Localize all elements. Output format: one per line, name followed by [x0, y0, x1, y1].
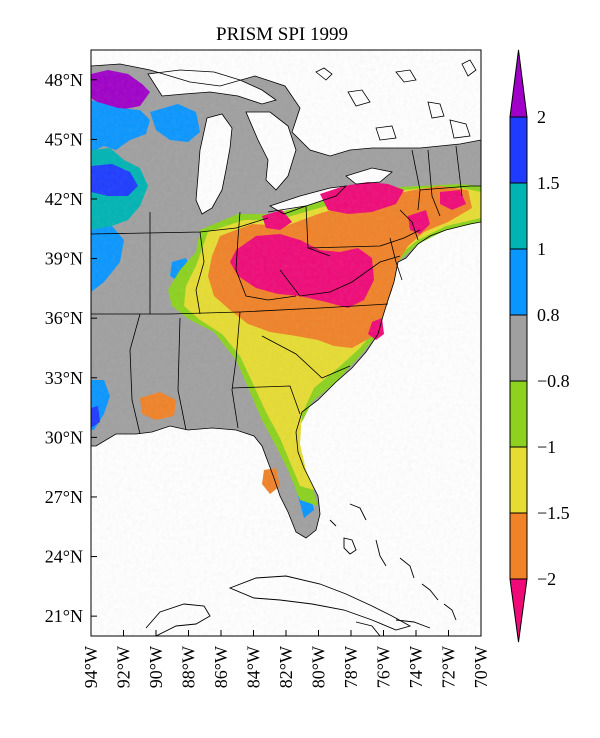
lon-tick-label: 74°W: [406, 646, 426, 688]
lon-tick-label: 88°W: [179, 646, 199, 688]
colorbar-segment: [509, 182, 528, 250]
lat-tick-label: 21°N: [45, 606, 83, 626]
colorbar-label: 1.5: [537, 173, 560, 193]
lat-tick-label: 48°N: [45, 70, 83, 90]
lat-tick-label: 33°N: [45, 368, 83, 388]
colorbar-label: −1: [537, 437, 556, 457]
caribbean-outlines: [145, 503, 457, 636]
colorbar-label: −2: [537, 569, 556, 589]
map-title: PRISM SPI 1999: [216, 24, 348, 45]
latitude-axis: 48°N 45°N 42°N 39°N 36°N 33°N 30°N 27°N 24°N 21°N: [45, 70, 97, 626]
colorbar-overflow-low: [509, 578, 528, 643]
lon-tick-label: 82°W: [276, 646, 296, 688]
lon-tick-label: 70°W: [471, 646, 491, 688]
colorbar-label: −1.5: [537, 503, 570, 523]
lat-tick-label: 24°N: [45, 547, 83, 567]
lat-tick-label: 30°N: [45, 427, 83, 447]
longitude-axis: 94°W 92°W 90°W 88°W 86°W 84°W 82°W 80°W 78°W 76°W…: [81, 630, 491, 688]
colorbar-label: −0.8: [537, 371, 570, 391]
lon-tick-label: 76°W: [374, 646, 394, 688]
lon-tick-label: 80°W: [309, 646, 329, 688]
colorbar-segment: [509, 248, 528, 316]
lat-tick-label: 45°N: [45, 129, 83, 149]
lon-tick-label: 78°W: [341, 646, 361, 688]
lon-tick-label: 72°W: [439, 646, 459, 688]
colorbar-segment: [509, 314, 528, 382]
lat-tick-label: 36°N: [45, 308, 83, 328]
colorbar-overflow-high: [509, 49, 528, 118]
colorbar-segment: [509, 116, 528, 184]
colorbar-label: 0.8: [537, 305, 560, 325]
canadian-lake-outlines: [315, 59, 477, 141]
colorbar-segment: [509, 512, 528, 580]
lat-tick-label: 27°N: [45, 487, 83, 507]
lon-tick-label: 86°W: [211, 646, 231, 688]
lat-tick-label: 39°N: [45, 249, 83, 269]
lat-tick-label: 42°N: [45, 189, 83, 209]
lon-tick-label: 94°W: [81, 646, 101, 688]
colorbar-segment: [509, 446, 528, 514]
map-panel: [91, 50, 481, 636]
state-boundaries: [91, 63, 481, 539]
lon-tick-label: 84°W: [244, 646, 264, 688]
lon-tick-label: 92°W: [114, 646, 134, 688]
colorbar-label: 2: [537, 107, 546, 127]
lon-tick-label: 90°W: [146, 646, 166, 688]
colorbar-label: 1: [537, 239, 546, 259]
colorbar-segment: [509, 380, 528, 448]
colorbar: 2 1.5 1 0.8 −0.8 −1 −1.5 −2: [509, 49, 570, 643]
